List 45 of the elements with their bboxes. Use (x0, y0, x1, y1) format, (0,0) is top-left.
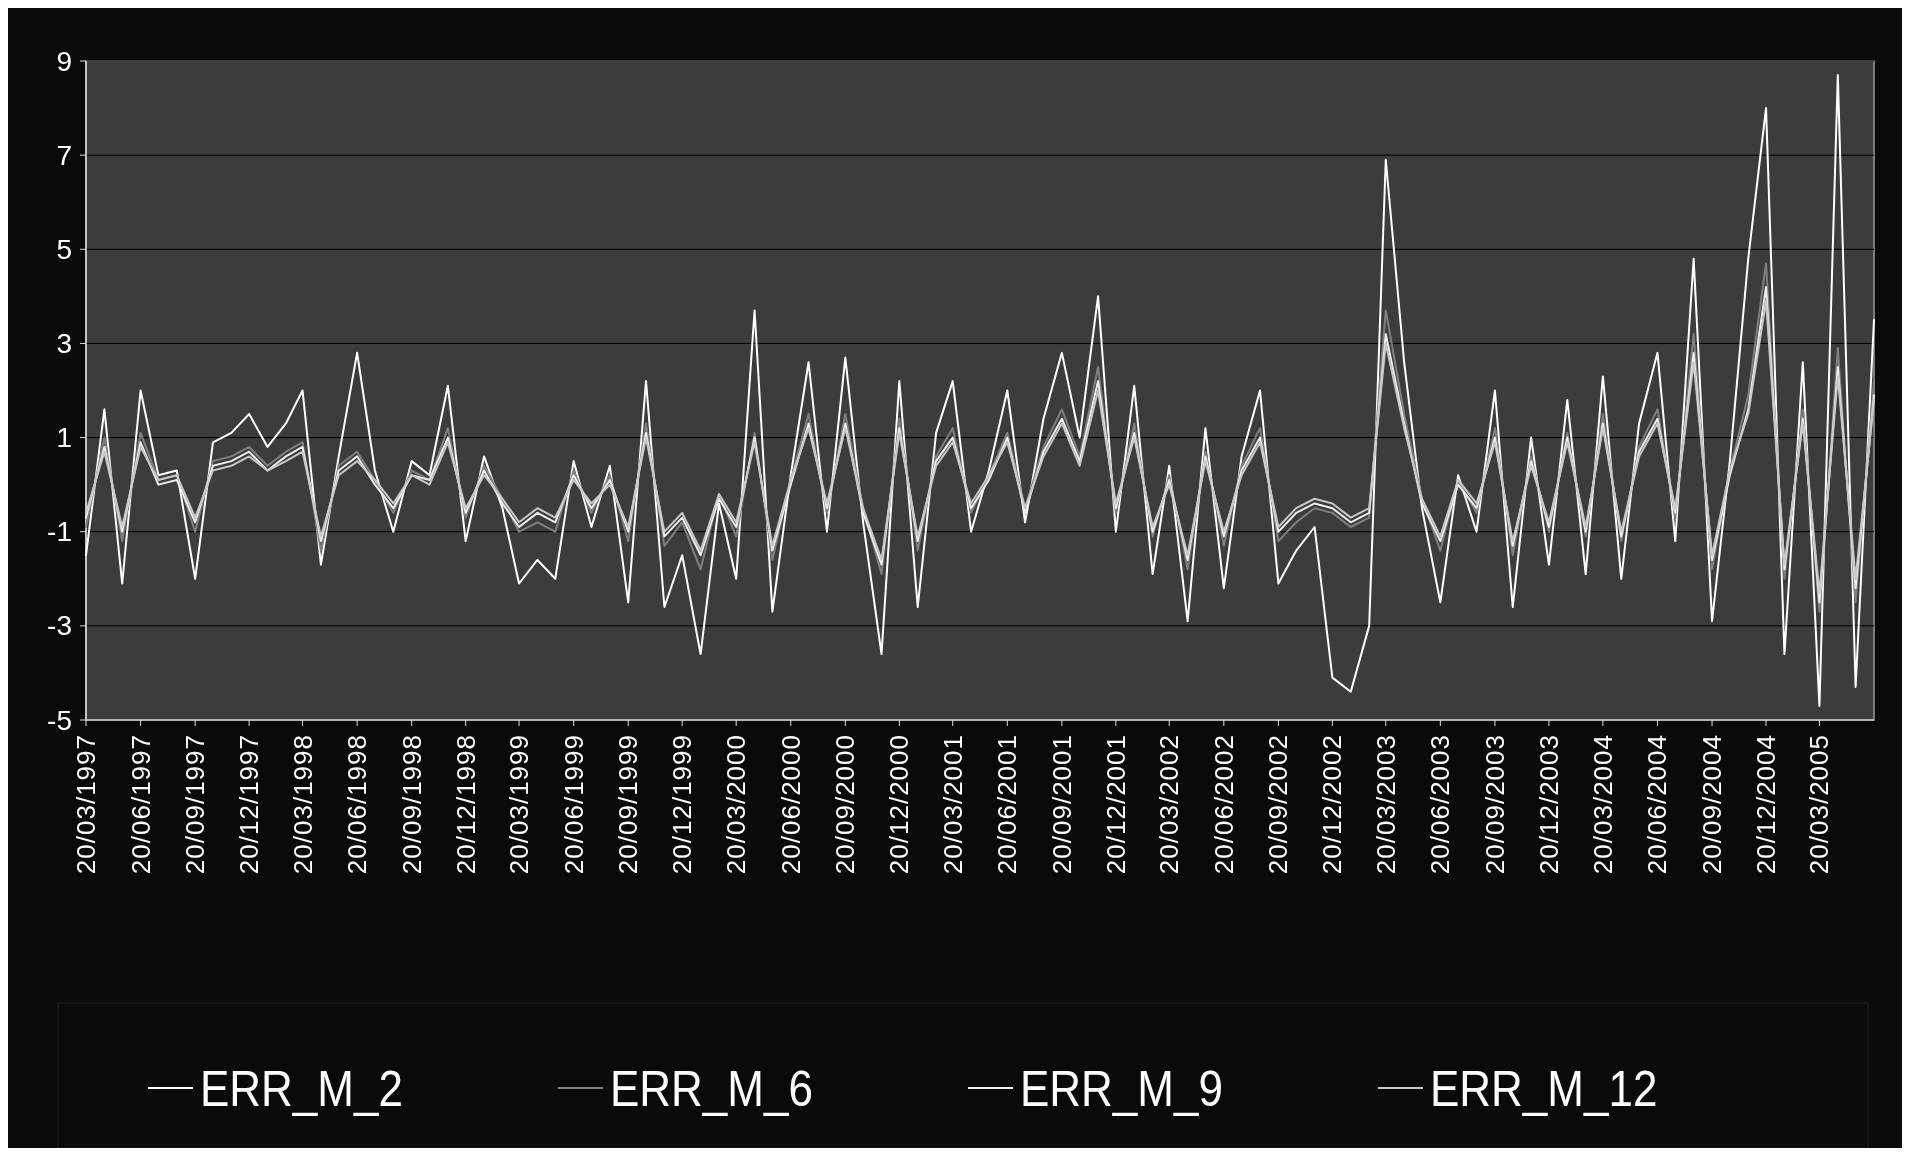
x-tick-label: 20/06/1997 (125, 734, 156, 875)
x-tick-label: 20/12/2001 (1100, 734, 1131, 875)
legend-label: ERR_M_2 (200, 1059, 403, 1117)
x-tick-label: 20/09/2000 (830, 734, 861, 875)
y-tick-label: 7 (56, 139, 72, 171)
x-tick-label: 20/03/2004 (1587, 734, 1618, 875)
x-tick-label: 20/12/2004 (1751, 734, 1782, 875)
y-tick-label: -5 (47, 704, 72, 736)
y-tick-label: 9 (56, 45, 72, 77)
x-tick-label: 20/03/1997 (71, 734, 101, 875)
legend-label: ERR_M_6 (610, 1059, 813, 1117)
x-tick-label: 20/06/2002 (1208, 734, 1239, 875)
x-tick-label: 20/09/2003 (1479, 734, 1510, 875)
x-tick-label: 20/06/2003 (1425, 734, 1456, 875)
y-tick-label: 5 (56, 233, 72, 265)
x-tick-label: 20/06/1999 (558, 734, 589, 875)
x-tick-label: 20/06/2000 (775, 734, 806, 875)
x-tick-label: 20/12/2000 (884, 734, 915, 875)
legend-label: ERR_M_9 (1020, 1059, 1223, 1117)
x-tick-label: 20/03/2000 (721, 734, 752, 875)
y-tick-label: -3 (47, 610, 72, 642)
x-tick-label: 20/12/1998 (450, 734, 481, 875)
legend-label: ERR_M_12 (1430, 1059, 1658, 1117)
x-tick-label: 20/09/1999 (613, 734, 644, 875)
y-tick-label: 3 (56, 327, 72, 359)
x-tick-label: 20/03/2002 (1154, 734, 1185, 875)
x-tick-label: 20/12/2003 (1533, 734, 1564, 875)
x-tick-label: 20/03/2001 (937, 734, 968, 875)
x-tick-label: 20/09/2001 (1046, 734, 1077, 875)
x-tick-label: 20/09/2002 (1263, 734, 1294, 875)
y-tick-label: -1 (47, 516, 72, 548)
x-tick-label: 20/12/2002 (1317, 734, 1348, 875)
x-tick-label: 20/12/1999 (667, 734, 698, 875)
x-tick-label: 20/03/1999 (504, 734, 535, 875)
x-tick-label: 20/09/1997 (180, 734, 211, 875)
y-tick-label: 1 (56, 422, 72, 454)
x-tick-label: 20/06/2001 (992, 734, 1023, 875)
x-tick-label: 20/06/1998 (342, 734, 373, 875)
x-tick-label: 20/12/1997 (234, 734, 265, 875)
x-tick-label: 20/09/1998 (396, 734, 427, 875)
x-tick-label: 20/03/1998 (287, 734, 318, 875)
x-tick-label: 20/09/2004 (1697, 734, 1728, 875)
x-tick-label: 20/03/2005 (1804, 734, 1835, 875)
x-tick-label: 20/03/2003 (1370, 734, 1401, 875)
x-tick-label: 20/06/2004 (1642, 734, 1673, 875)
